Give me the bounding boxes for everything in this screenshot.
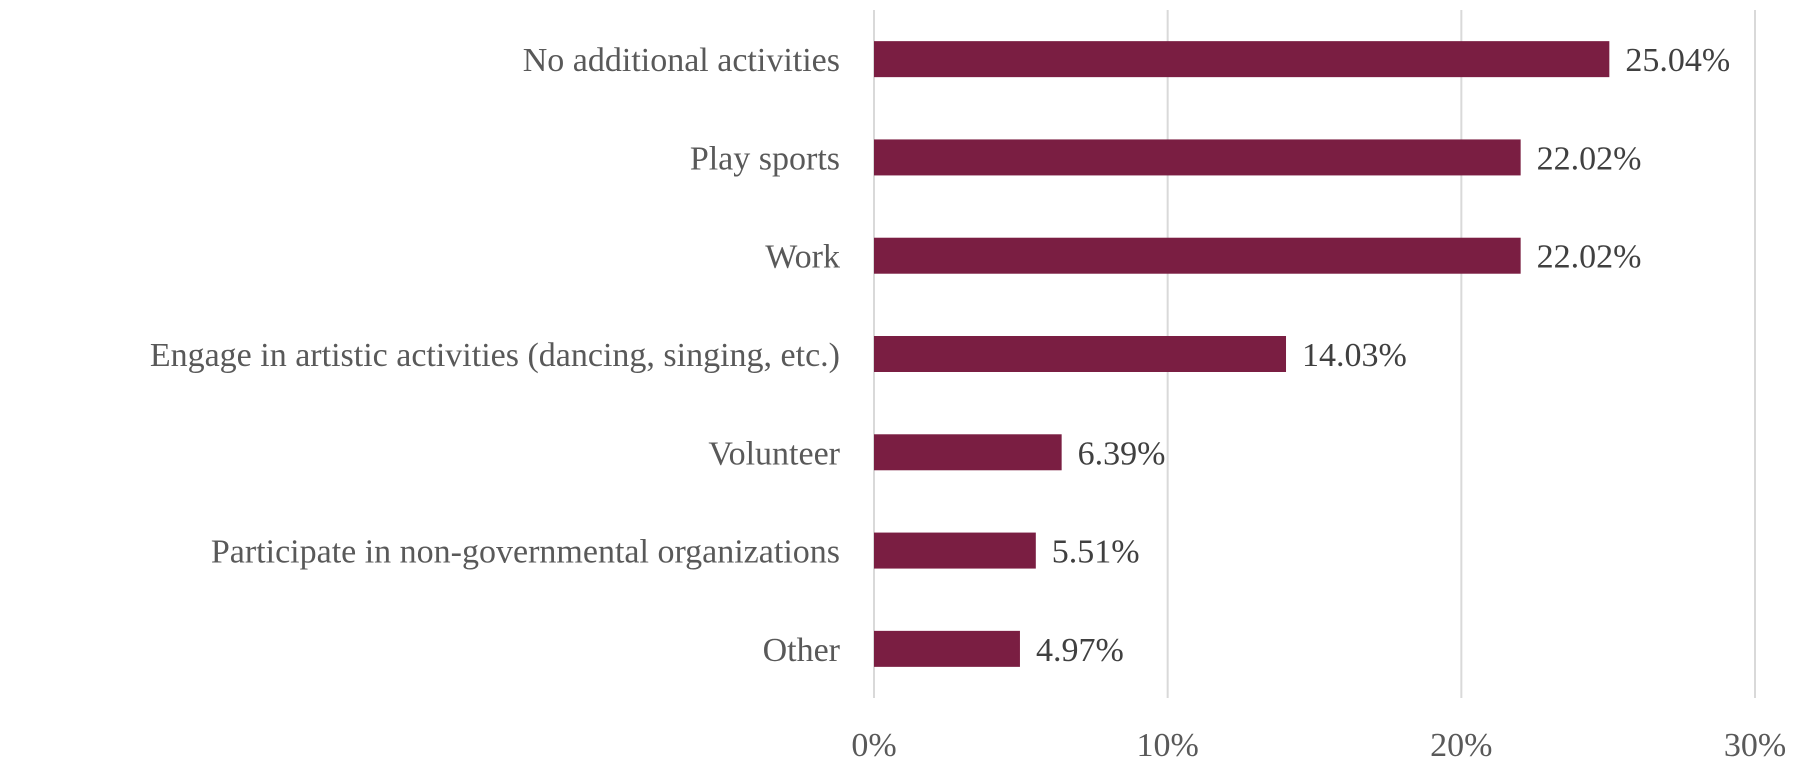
data-label: 22.02% [1537,239,1642,276]
category-label: Participate in non-governmental organiza… [211,534,840,571]
category-label: Volunteer [708,435,840,472]
data-label: 22.02% [1537,140,1642,177]
data-label: 4.97% [1036,632,1124,669]
data-label: 5.51% [1052,534,1140,571]
data-labels: 25.04% 22.02% 22.02% 14.03% 6.39% 5.51% 4.97% [1036,42,1730,669]
category-label: Engage in artistic activities (dancing, … [150,337,840,374]
x-tick-label: 10% [1137,727,1199,761]
category-label: No additional activities [523,42,840,79]
x-tick-label: 0% [851,727,896,761]
bars [874,41,1610,667]
category-labels: No additional activities Play sports Work E… [150,42,841,669]
x-tick-label: 30% [1724,727,1786,761]
data-label: 25.04% [1625,42,1730,79]
data-label: 14.03% [1302,337,1407,374]
category-label: Play sports [690,140,840,177]
bar [874,336,1287,372]
bar [874,434,1062,471]
x-axis-tick-labels: 0% 10% 20% 30% [851,727,1786,761]
category-label: Other [763,632,841,669]
bar [874,630,1020,667]
data-label: 6.39% [1078,435,1166,472]
bar [874,237,1521,274]
category-label: Work [765,239,840,276]
bar [874,41,1610,78]
bar [874,532,1036,569]
x-tick-label: 20% [1430,727,1492,761]
bar [874,139,1521,176]
